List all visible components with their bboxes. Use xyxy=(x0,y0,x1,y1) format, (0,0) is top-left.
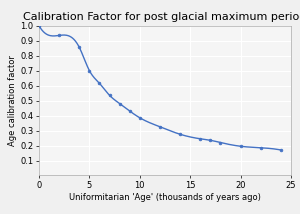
Title: Calibration Factor for post glacial maximum period: Calibration Factor for post glacial maxi… xyxy=(23,12,300,22)
X-axis label: Uniformitarian 'Age' (thousands of years ago): Uniformitarian 'Age' (thousands of years… xyxy=(69,193,261,202)
Y-axis label: Age calibration factor: Age calibration factor xyxy=(8,55,17,146)
